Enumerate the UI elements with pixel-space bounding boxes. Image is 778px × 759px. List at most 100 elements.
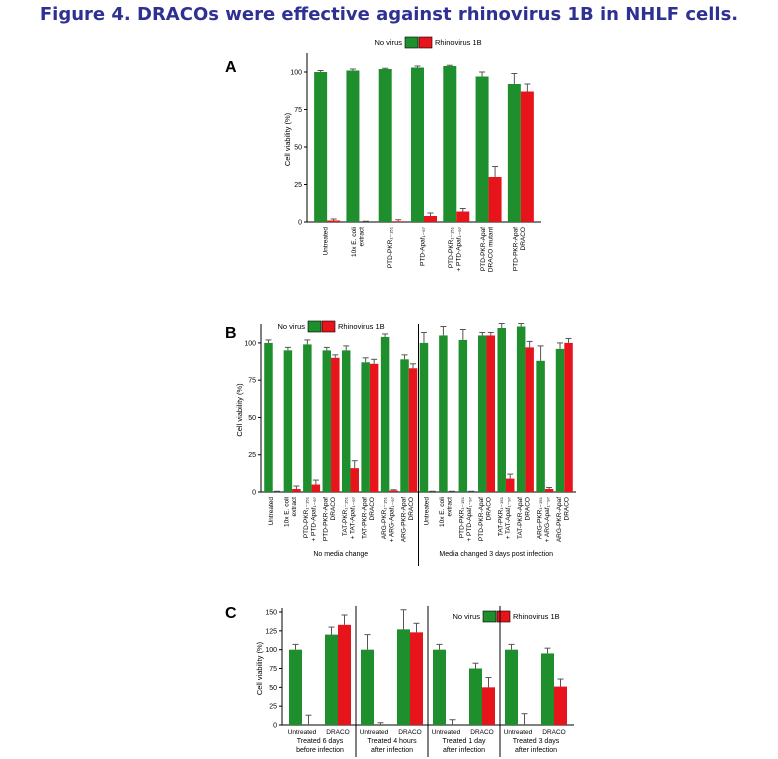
category-label: PTD-PKR₁₋₁₅₁ (387, 226, 394, 268)
category-label: DRACO (470, 729, 493, 736)
category-label: DRACO (408, 497, 415, 520)
group-label: Treated 1 day (443, 738, 486, 745)
category-label-group: ARG-PKR₁₋₁₅₁ + ARG-Apaf₁₋₉₇ (536, 496, 551, 542)
category-label: TAT-PKR-Apaf (517, 497, 524, 539)
category-label-group: Untreated (423, 497, 430, 526)
bar-no-virus (411, 67, 424, 222)
category-label-group: PTD-PKR-Apaf DRACO (512, 227, 527, 271)
panel-letter-B: B (225, 325, 237, 342)
y-tick-label: 0 (273, 723, 277, 730)
y-tick-label: 150 (265, 610, 277, 617)
y-tick-label: 25 (269, 704, 277, 711)
category-label: + PTD-Apaf₁₋₉₇ (466, 497, 473, 542)
bar-no-virus (264, 342, 273, 492)
y-tick-label: 125 (265, 628, 277, 635)
legend-swatch-rhinovirus (496, 610, 511, 623)
category-label: extract (447, 497, 454, 517)
bar-rhinovirus (338, 624, 351, 725)
category-label: 10x E. coli (284, 497, 291, 527)
category-label: Untreated (360, 729, 389, 736)
y-tick-label: 100 (265, 647, 277, 654)
y-axis-label: Cell viability (%) (255, 641, 264, 695)
bar-no-virus (469, 668, 482, 725)
bar-no-virus (400, 359, 409, 492)
bar-no-virus (325, 634, 338, 725)
bar-rhinovirus (327, 220, 341, 222)
category-label: DRACO (542, 729, 565, 736)
bar-rhinovirus (505, 478, 515, 492)
category-label-group: ARG-PKR-Apaf DRACO (556, 497, 571, 542)
bar-no-virus (541, 653, 554, 725)
bar-no-virus (283, 350, 293, 492)
category-label: Untreated (268, 497, 275, 526)
y-tick-label: 50 (269, 685, 277, 692)
category-label: PTD-PKR₁₋₁₅₁ (303, 496, 310, 538)
category-label: ARG-PKR₁₋₁₅₁ (381, 496, 388, 539)
legend-swatch-no-virus (404, 36, 419, 49)
legend-label-rhinovirus: Rhinovirus 1B (435, 38, 482, 47)
y-tick-label: 0 (298, 220, 302, 227)
legend-label-no-virus: No virus (452, 612, 480, 621)
group-label: Treated 3 days (513, 738, 560, 745)
y-axis-label: Cell viability (%) (283, 112, 292, 166)
y-tick-label: 75 (294, 107, 302, 114)
bar-rhinovirus (544, 489, 554, 492)
legend-label-no-virus: No virus (277, 322, 305, 331)
category-label: TAT-PKR₁₋₁₅₁ (342, 496, 349, 536)
bar-rhinovirus (520, 91, 534, 222)
category-label: TAT-PKR₁₋₁₅₁ (497, 496, 504, 536)
category-label: + PTD-Apaf₁₋₉₇ (311, 497, 318, 542)
bar-no-virus (397, 629, 410, 725)
category-label-group: TAT-PKR-Apaf DRACO (517, 497, 532, 539)
category-label: ARG-PKR-Apaf (400, 497, 407, 542)
bar-no-virus (378, 69, 392, 222)
category-label: TAT-PKR-Apaf (361, 497, 368, 539)
category-label-group: 10x E. coli extract (351, 227, 366, 257)
legend-swatch-no-virus (307, 320, 322, 333)
bar-rhinovirus (525, 347, 534, 492)
legend-label-rhinovirus: Rhinovirus 1B (513, 612, 560, 621)
bar-rhinovirus (369, 363, 379, 492)
y-tick-label: 50 (248, 415, 256, 422)
bar-no-virus (505, 649, 518, 725)
category-label-group: PTD-PKR₁₋₁₅₁ + PTD-Apaf₁₋₉₇ (459, 496, 474, 541)
legend-label-no-virus: No virus (374, 38, 402, 47)
bar-no-virus (443, 66, 457, 222)
y-tick-label: 25 (294, 182, 302, 189)
bar-no-virus (341, 350, 351, 492)
category-label: DRACO (524, 497, 531, 520)
panel-letter-C: C (225, 605, 237, 622)
category-label-group: TAT-PKR₁₋₁₅₁ + TAT-Apaf₁₋₉₇ (497, 496, 512, 539)
bar-rhinovirus (391, 221, 405, 222)
category-label-group: PTD-Apaf₁₋₉₇ (419, 227, 426, 266)
category-label-group: PTD-PKR₁₋₁₅₁ (387, 226, 394, 268)
category-label: PTD-PKR-Apaf (480, 227, 487, 271)
category-label: DRACO (330, 497, 337, 520)
group-label: before infection (296, 747, 344, 754)
bar-no-virus (433, 649, 446, 725)
group-label: Media changed 3 days post infection (439, 551, 553, 558)
bar-no-virus (361, 649, 374, 725)
category-label: Untreated (504, 729, 533, 736)
bar-no-virus (346, 70, 360, 222)
category-label: 10x E. coli (351, 227, 358, 257)
legend-swatch-rhinovirus (418, 36, 433, 49)
category-label: Untreated (423, 497, 430, 526)
category-label: DRACO (563, 497, 570, 520)
category-label: Untreated (288, 729, 317, 736)
group-label: after infection (515, 747, 557, 754)
legend-label-rhinovirus: Rhinovirus 1B (338, 322, 385, 331)
category-label-group: Untreated (322, 227, 329, 256)
bar-no-virus (439, 335, 448, 492)
bar-rhinovirus (311, 484, 321, 492)
bar-rhinovirus (482, 687, 495, 725)
category-label: 10x E. coli (439, 497, 446, 527)
bar-no-virus (322, 350, 332, 492)
y-tick-label: 100 (244, 340, 256, 347)
bar-no-virus (497, 328, 506, 492)
bar-rhinovirus (564, 342, 573, 492)
category-label: Untreated (432, 729, 461, 736)
bar-no-virus (458, 339, 468, 492)
bar-no-virus (314, 72, 328, 222)
bar-rhinovirus (486, 335, 496, 492)
